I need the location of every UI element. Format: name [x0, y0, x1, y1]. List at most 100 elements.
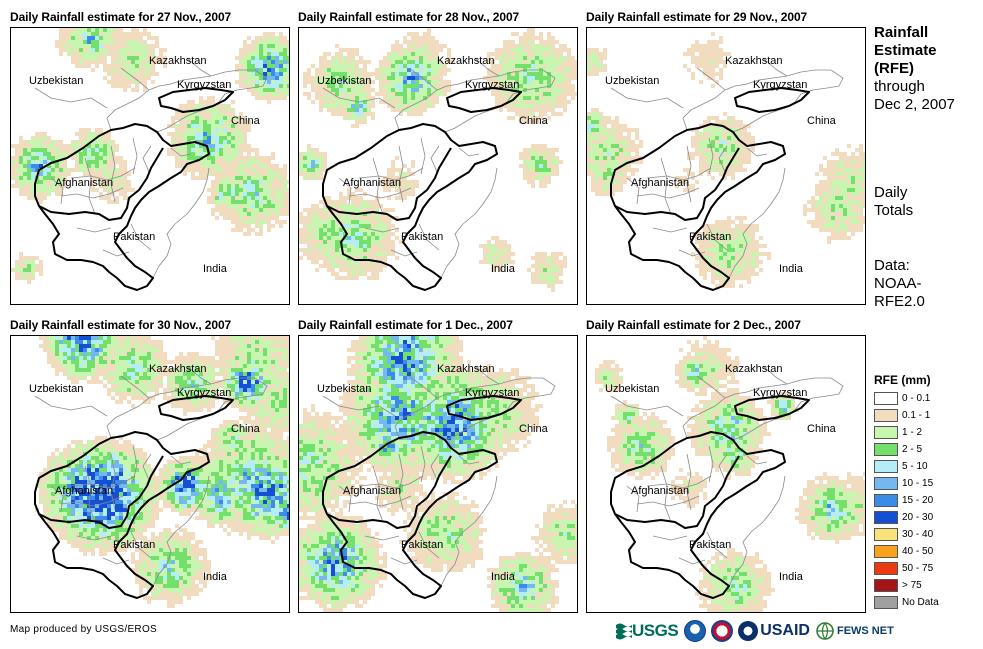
- province-borders: [34, 365, 268, 587]
- country-borders: [34, 87, 234, 291]
- country-label-uzbekistan: Uzbekistan: [317, 383, 371, 395]
- country-label-kazakhstan: Kazakhstan: [437, 55, 494, 67]
- data-source-line: Data:: [874, 257, 910, 274]
- rfe-title-line: Rainfall: [874, 24, 929, 41]
- country-label-pakistan: Pakistan: [689, 231, 731, 243]
- data-source-note: Data: NOAA- RFE2.0: [874, 257, 982, 311]
- usgs-logo-text: USGS: [632, 621, 679, 640]
- rainfall-map: Kazakhstan Uzbekistan Kyrgyzstan China Afgha…: [10, 335, 290, 613]
- legend-label: 15 - 20: [902, 495, 934, 506]
- rainfall-map-svg: Kazakhstan Uzbekistan Kyrgyzstan China Afgha…: [299, 28, 577, 292]
- country-borders: [322, 87, 522, 291]
- data-source-line: NOAA-: [874, 275, 922, 292]
- rainfall-field: [35, 336, 289, 608]
- legend-swatch: [874, 562, 898, 575]
- rfe-title-line: through: [874, 78, 925, 95]
- province-borders: [34, 57, 268, 279]
- province-borders: [322, 365, 556, 587]
- country-label-china: China: [231, 423, 261, 435]
- country-label-china: China: [807, 423, 837, 435]
- country-label-kyrgyzstan: Kyrgyzstan: [753, 79, 807, 91]
- rainfall-field: [11, 28, 289, 284]
- legend-item: 20 - 30: [874, 509, 939, 526]
- country-label-kyrgyzstan: Kyrgyzstan: [753, 387, 807, 399]
- country-label-pakistan: Pakistan: [113, 539, 155, 551]
- legend-item: 2 - 5: [874, 441, 939, 458]
- legend-label: 1 - 2: [902, 427, 923, 438]
- country-label-india: India: [203, 263, 228, 275]
- legend-label: 20 - 30: [902, 512, 934, 523]
- rainfall-field: [595, 336, 865, 612]
- legend-label: 0.1 - 1: [902, 410, 931, 421]
- rainfall-field: [299, 28, 577, 292]
- legend-swatch: [874, 545, 898, 558]
- rainfall-map: Kazakhstan Uzbekistan Kyrgyzstan China Afgha…: [298, 335, 578, 613]
- legend-swatch: [874, 579, 898, 592]
- country-label-kyrgyzstan: Kyrgyzstan: [177, 79, 231, 91]
- daily-totals-line: Totals: [874, 202, 914, 219]
- legend-label: 5 - 10: [902, 461, 928, 472]
- country-label-china: China: [231, 115, 261, 127]
- legend-item: 50 - 75: [874, 560, 939, 577]
- legend-item: 0.1 - 1: [874, 407, 939, 424]
- legend-item: > 75: [874, 577, 939, 594]
- usgs-wave-icon: [616, 623, 632, 640]
- rfe-title-line: (RFE): [874, 60, 914, 77]
- country-borders: [610, 395, 810, 599]
- legend-label: 0 - 0.1: [902, 393, 931, 404]
- country-label-kazakhstan: Kazakhstan: [725, 55, 782, 67]
- country-label-pakistan: Pakistan: [689, 539, 731, 551]
- country-label-india: India: [779, 263, 804, 275]
- rainfall-map: Kazakhstan Uzbekistan Kyrgyzstan China Afgha…: [10, 27, 290, 305]
- legend: 0 - 0.1 0.1 - 1 1 - 2 2 - 5 5 - 10 10 - 15 15 …: [874, 390, 939, 611]
- legend-label: 2 - 5: [902, 444, 923, 455]
- legend-item: 15 - 20: [874, 492, 939, 509]
- country-borders: [610, 87, 810, 291]
- noaa-logo-icon: [684, 620, 707, 642]
- rainfall-map-svg: Kazakhstan Uzbekistan Kyrgyzstan China Afgha…: [595, 336, 865, 612]
- legend-swatch: [874, 511, 898, 524]
- country-borders: [34, 395, 234, 599]
- rainfall-map-svg: Kazakhstan Uzbekistan Kyrgyzstan China Afgha…: [299, 336, 577, 612]
- rfe-title: Rainfall Estimate (RFE) through Dec 2, 2…: [874, 24, 982, 114]
- rainfall-field: [299, 336, 577, 612]
- legend-swatch: [874, 443, 898, 456]
- daily-totals-note: Daily Totals: [874, 184, 982, 220]
- usgs-logo: USGS: [616, 621, 679, 641]
- legend-item: 0 - 0.1: [874, 390, 939, 407]
- legend-swatch: [874, 460, 898, 473]
- country-label-afghanistan: Afghanistan: [55, 177, 113, 189]
- legend-label: 50 - 75: [902, 563, 934, 574]
- nws-logo-icon: [711, 620, 734, 642]
- daily-totals-line: Daily: [874, 184, 908, 201]
- country-label-kyrgyzstan: Kyrgyzstan: [177, 387, 231, 399]
- country-label-afghanistan: Afghanistan: [343, 177, 401, 189]
- country-label-uzbekistan: Uzbekistan: [29, 383, 83, 395]
- country-label-india: India: [779, 571, 804, 583]
- province-borders: [610, 365, 844, 587]
- legend-swatch: [874, 426, 898, 439]
- country-label-kazakhstan: Kazakhstan: [437, 363, 494, 375]
- panel-title: Daily Rainfall estimate for 1 Dec., 2007: [298, 318, 513, 332]
- legend-label: 40 - 50: [902, 546, 934, 557]
- legend-swatch: [874, 596, 898, 609]
- panel-title: Daily Rainfall estimate for 28 Nov., 200…: [298, 10, 520, 24]
- legend-swatch: [874, 528, 898, 541]
- legend-swatch: [874, 494, 898, 507]
- rainfall-map: Kazakhstan Uzbekistan Kyrgyzstan China Afgha…: [586, 335, 866, 613]
- fews-net-logo-text: FEWS NET: [836, 625, 894, 637]
- data-source-line: RFE2.0: [874, 293, 925, 310]
- usaid-seal-icon: [738, 621, 759, 641]
- country-label-pakistan: Pakistan: [113, 231, 155, 243]
- country-label-afghanistan: Afghanistan: [631, 485, 689, 497]
- country-label-kazakhstan: Kazakhstan: [149, 55, 206, 67]
- country-label-kyrgyzstan: Kyrgyzstan: [465, 387, 519, 399]
- rainfall-field: [587, 32, 865, 288]
- country-label-china: China: [807, 115, 837, 127]
- country-label-pakistan: Pakistan: [401, 231, 443, 243]
- country-label-india: India: [203, 571, 228, 583]
- legend-label: 30 - 40: [902, 529, 934, 540]
- legend-item: No Data: [874, 594, 939, 611]
- rainfall-map-svg: Kazakhstan Uzbekistan Kyrgyzstan China Afgha…: [587, 32, 865, 291]
- rainfall-map: Kazakhstan Uzbekistan Kyrgyzstan China Afgha…: [298, 27, 578, 305]
